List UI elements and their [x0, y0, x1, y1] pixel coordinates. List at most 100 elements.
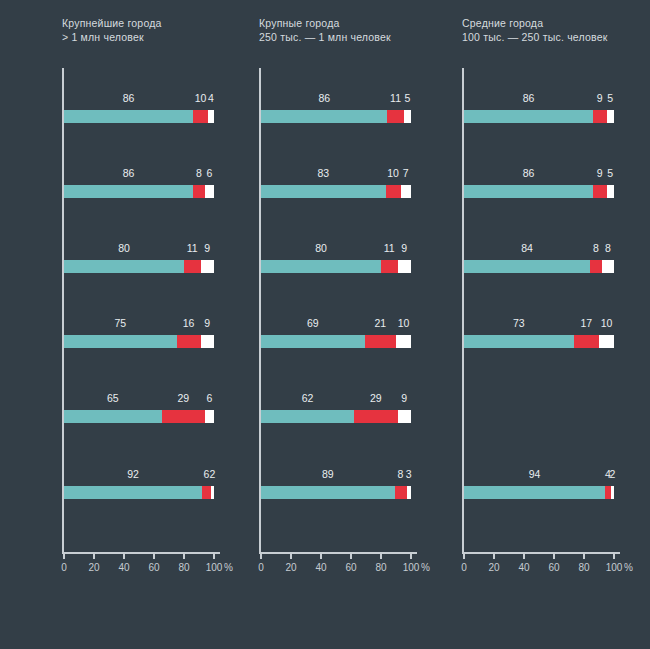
- bar-value-label: 17: [580, 316, 592, 330]
- bar-segment-white: [201, 260, 215, 273]
- y-axis-line: [62, 68, 64, 552]
- bar-value-label: 29: [370, 391, 382, 405]
- bar-segment-white: [607, 185, 615, 198]
- bar-segment-white: [602, 260, 614, 273]
- bar-segment-primary: [464, 260, 590, 273]
- bar-segment-primary: [464, 486, 605, 499]
- x-axis-unit-label: %: [421, 561, 430, 575]
- x-axis-tick: [380, 552, 382, 559]
- plot-area: 8610486868011975169652969262020406080100…: [62, 0, 247, 649]
- bar-value-label: 9: [401, 391, 407, 405]
- x-axis-tick: [583, 552, 585, 559]
- bar-segment-white: [607, 110, 615, 123]
- bar-value-label: 9: [597, 91, 603, 105]
- chart-column-medium-cities: Средние города 100 тыс. — 250 тыс. челов…: [462, 0, 647, 649]
- bar-row: [464, 260, 614, 273]
- x-axis-tick-label: 40: [306, 561, 336, 575]
- x-axis-tick: [213, 552, 215, 559]
- x-axis-tick-label: 20: [479, 561, 509, 575]
- bar-row: [464, 335, 614, 348]
- chart-column-largest-cities: Крупнейшие города > 1 млн человек 861048…: [62, 0, 247, 649]
- bar-value-label: 6: [204, 467, 210, 481]
- x-axis-tick: [463, 552, 465, 559]
- x-axis-tick-label: 80: [569, 561, 599, 575]
- bar-segment-primary: [261, 185, 386, 198]
- bar-row: [261, 486, 411, 499]
- bar-value-label: 86: [523, 91, 535, 105]
- bar-value-label: 4: [208, 91, 214, 105]
- x-axis-tick-label: 20: [79, 561, 109, 575]
- bar-row: [64, 410, 214, 423]
- bar-row: [464, 110, 614, 123]
- bar-segment-white: [401, 185, 412, 198]
- bar-value-label: 5: [607, 91, 613, 105]
- bar-segment-primary: [64, 110, 193, 123]
- bar-segment-white: [205, 410, 214, 423]
- bar-value-label: 11: [384, 241, 395, 255]
- x-axis-line: [259, 552, 417, 554]
- bar-segment-accent: [162, 410, 206, 423]
- y-axis-line: [259, 68, 261, 552]
- x-axis-tick: [493, 552, 495, 559]
- bar-segment-white: [201, 335, 215, 348]
- bar-row: [464, 486, 614, 499]
- bar-segment-accent: [590, 260, 602, 273]
- bar-value-label: 9: [204, 241, 210, 255]
- bar-segment-primary: [261, 410, 354, 423]
- bar-segment-accent: [395, 486, 407, 499]
- y-axis-line: [462, 68, 464, 552]
- plot-area: 8695869584887317109442020406080100%: [462, 0, 647, 649]
- bar-segment-accent: [354, 410, 398, 423]
- bar-value-label: 75: [114, 316, 126, 330]
- plot-area: 8611583107801196921106229989830204060801…: [259, 0, 444, 649]
- x-axis-tick-label: 80: [366, 561, 396, 575]
- bar-segment-primary: [64, 185, 193, 198]
- bar-row: [464, 185, 614, 198]
- bar-row: [261, 185, 411, 198]
- bar-value-label: 92: [127, 467, 139, 481]
- bar-row: [64, 260, 214, 273]
- bar-value-label: 62: [302, 391, 314, 405]
- bar-value-label: 9: [401, 241, 407, 255]
- bar-segment-accent: [593, 185, 607, 198]
- bar-value-label: 21: [374, 316, 386, 330]
- bar-value-label: 11: [187, 241, 198, 255]
- bar-value-label: 8: [593, 241, 599, 255]
- bar-value-label: 6: [207, 166, 213, 180]
- x-axis-tick: [260, 552, 262, 559]
- bar-value-label: 10: [387, 166, 399, 180]
- x-axis-tick: [153, 552, 155, 559]
- bar-value-label: 29: [177, 391, 189, 405]
- infographic-canvas: Крупнейшие города > 1 млн человек 861048…: [0, 0, 650, 649]
- x-axis-tick-label: 0: [246, 561, 276, 575]
- bar-segment-primary: [464, 185, 593, 198]
- bar-value-label: 80: [118, 241, 130, 255]
- x-axis-line: [462, 552, 620, 554]
- bar-value-label: 9: [204, 316, 210, 330]
- bar-segment-primary: [261, 110, 387, 123]
- bar-segment-white: [599, 335, 614, 348]
- bar-segment-primary: [464, 110, 593, 123]
- x-axis-tick: [123, 552, 125, 559]
- bar-segment-accent: [177, 335, 201, 348]
- bar-value-label: 69: [307, 316, 319, 330]
- x-axis-line: [62, 552, 220, 554]
- bar-segment-white: [398, 260, 412, 273]
- bar-segment-accent: [184, 260, 201, 273]
- x-axis-tick: [410, 552, 412, 559]
- bar-segment-accent: [593, 110, 607, 123]
- bar-row: [261, 110, 411, 123]
- x-axis-tick-label: 60: [539, 561, 569, 575]
- bar-value-label: 5: [607, 166, 613, 180]
- bar-segment-primary: [261, 260, 381, 273]
- bar-value-label: 2: [210, 467, 216, 481]
- bar-value-label: 7: [403, 166, 409, 180]
- x-axis-tick-label: 60: [336, 561, 366, 575]
- bar-segment-primary: [64, 410, 162, 423]
- bar-segment-primary: [464, 335, 574, 348]
- bar-segment-accent: [365, 335, 397, 348]
- bar-row: [64, 110, 214, 123]
- bar-segment-white: [398, 410, 412, 423]
- bar-segment-primary: [64, 486, 202, 499]
- bar-segment-accent: [381, 260, 398, 273]
